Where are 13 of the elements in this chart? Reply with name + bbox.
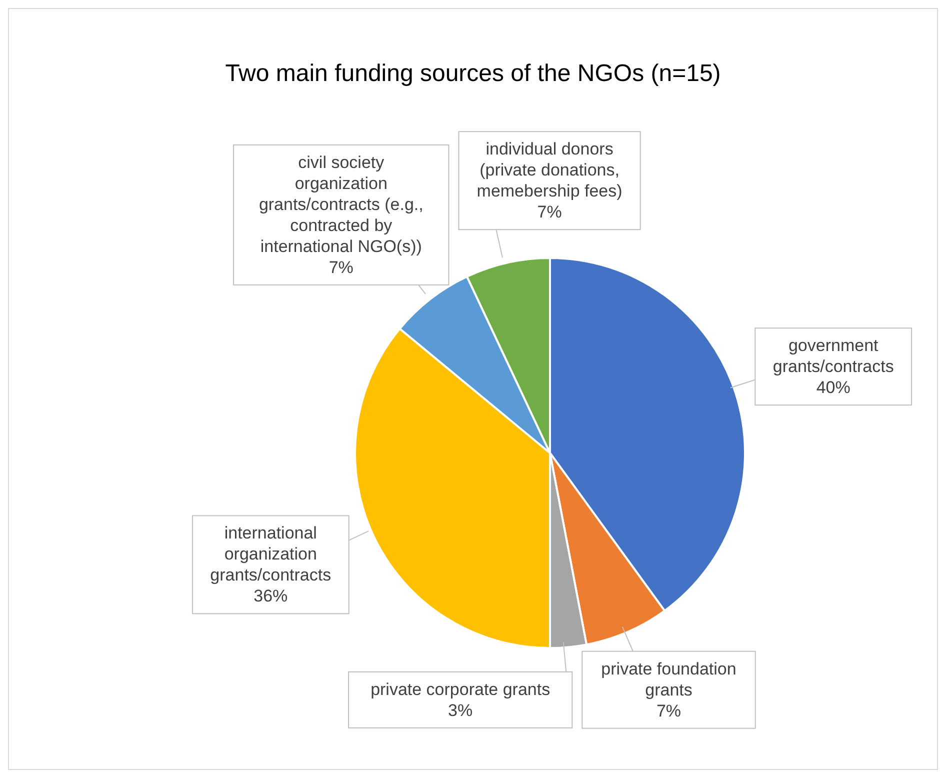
data-label: 7% [537, 202, 562, 222]
slice-label: private foundation grants [601, 659, 736, 700]
data-label: 7% [328, 258, 354, 277]
slice-label: civil society organization grants/contracts (e.g., contracted by international NGO(s)) [258, 152, 424, 256]
data-label: 36% [254, 586, 288, 606]
chart-title: Two main funding sources of the NGOs (n=15) [224, 60, 722, 88]
slice-label: private corporate grants [370, 680, 550, 699]
slice-label: government grants/contracts [772, 336, 894, 376]
data-label: 7% [656, 701, 682, 720]
slice-label: individual donors (private donations, memebership fees) [476, 140, 622, 201]
data-label: 40% [816, 378, 850, 398]
data-label: 3% [448, 700, 473, 720]
slice-label: international organization grants/contracts [210, 524, 332, 585]
